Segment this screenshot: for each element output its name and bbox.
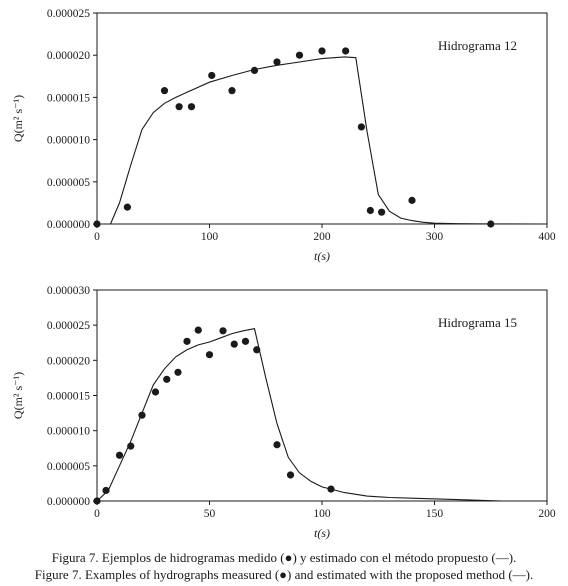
h15-measured-point bbox=[286, 471, 295, 479]
h12-y-tick-label: 0.000025 bbox=[47, 8, 90, 20]
h15-y-tick-label: 0.000020 bbox=[47, 355, 90, 367]
h15-y-tick-label: 0.000010 bbox=[47, 426, 90, 438]
h15-x-tick-label: 200 bbox=[538, 508, 556, 520]
h15-x-tick-label: 150 bbox=[426, 508, 444, 520]
h12-y-axis-label: Q(m² s⁻¹) bbox=[11, 95, 25, 142]
h15-measured-point bbox=[115, 451, 124, 459]
h12-measured-point bbox=[295, 51, 304, 59]
h12-x-tick-label: 200 bbox=[313, 231, 331, 243]
h15-y-tick-label: 0.000015 bbox=[47, 391, 90, 403]
h15-x-tick-label: 0 bbox=[94, 508, 100, 520]
h12-estimated-line bbox=[109, 56, 548, 225]
h15-measured-point bbox=[102, 486, 110, 495]
h12-measured-point bbox=[187, 103, 196, 111]
caption-english: Figure 7. Examples of hydrographs measur… bbox=[34, 567, 534, 582]
h15-measured-point bbox=[241, 337, 250, 345]
h15-y-axis-label: Q(m² s⁻¹) bbox=[11, 372, 25, 419]
h12-measured-point bbox=[487, 220, 495, 228]
h15-x-tick-label: 50 bbox=[204, 508, 216, 520]
h12-measured-point bbox=[160, 87, 169, 95]
h12-measured-point bbox=[228, 87, 236, 95]
h15-y-tick-label: 0.000005 bbox=[47, 461, 90, 473]
h15-x-axis-label: t(s) bbox=[314, 526, 330, 540]
h12-measured-point bbox=[342, 47, 350, 55]
h12-measured-point bbox=[175, 103, 183, 111]
h15-measured-point bbox=[205, 351, 214, 359]
h15-measured-point bbox=[194, 326, 202, 334]
h12-y-tick-label: 0.000005 bbox=[47, 177, 90, 189]
h15-measured-point bbox=[253, 346, 261, 354]
h15-measured-point bbox=[127, 442, 135, 450]
h15-y-tick-label: 0.000030 bbox=[47, 285, 90, 297]
h15-measured-point bbox=[219, 327, 227, 335]
h12-y-tick-label: 0.000020 bbox=[47, 50, 90, 62]
h15-y-tick-label: 0.000000 bbox=[47, 496, 90, 508]
h12-x-tick-label: 300 bbox=[426, 231, 444, 243]
h12-measured-point bbox=[366, 206, 374, 215]
h15-measured-point bbox=[183, 337, 191, 345]
h12-x-tick-label: 0 bbox=[94, 231, 100, 243]
h12-measured-point bbox=[318, 47, 326, 55]
h12-x-axis-label: t(s) bbox=[314, 249, 330, 263]
h15-estimated-line bbox=[96, 328, 503, 502]
h15-measured-point bbox=[273, 441, 281, 449]
h12-y-tick-label: 0.000015 bbox=[47, 92, 90, 104]
h12-y-tick-label: 0.000000 bbox=[47, 219, 90, 231]
h12-measured-point bbox=[273, 58, 281, 66]
h15-measured-point bbox=[230, 340, 238, 348]
h15-measured-point bbox=[174, 368, 182, 376]
h15-panel-label: Hidrograma 15 bbox=[438, 315, 517, 330]
h12-measured-point bbox=[208, 71, 216, 80]
h12-x-tick-label: 400 bbox=[538, 231, 556, 243]
h15-measured-point bbox=[138, 411, 146, 419]
h12-panel-label: Hidrograma 12 bbox=[438, 38, 517, 53]
h15-measured-point bbox=[151, 388, 160, 396]
h12-measured-point bbox=[408, 196, 416, 204]
h15-y-tick-label: 0.000025 bbox=[47, 320, 90, 332]
h12-measured-point bbox=[378, 208, 386, 216]
h12-measured-point bbox=[357, 123, 365, 131]
h15-measured-point bbox=[93, 497, 101, 505]
h12-measured-point bbox=[123, 203, 131, 211]
h15-x-tick-label: 100 bbox=[313, 508, 331, 520]
h15-measured-point bbox=[327, 485, 335, 493]
h15-measured-point bbox=[163, 375, 171, 383]
h12-x-tick-label: 100 bbox=[201, 231, 219, 243]
h12-measured-point bbox=[93, 220, 101, 228]
h12-measured-point bbox=[250, 66, 259, 74]
h12-y-tick-label: 0.000010 bbox=[47, 135, 90, 147]
caption-spanish: Figura 7. Ejemplos de hidrogramas medido… bbox=[51, 550, 517, 565]
